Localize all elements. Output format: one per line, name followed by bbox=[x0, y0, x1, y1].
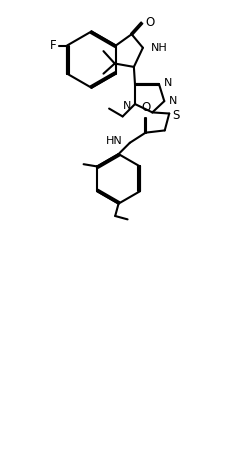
Text: O: O bbox=[145, 16, 154, 30]
Text: HN: HN bbox=[106, 136, 123, 146]
Text: N: N bbox=[163, 78, 171, 88]
Text: S: S bbox=[172, 109, 179, 122]
Text: O: O bbox=[140, 101, 150, 114]
Text: F: F bbox=[50, 39, 57, 52]
Text: N: N bbox=[168, 96, 176, 106]
Text: NH: NH bbox=[150, 43, 167, 53]
Text: N: N bbox=[122, 101, 130, 111]
